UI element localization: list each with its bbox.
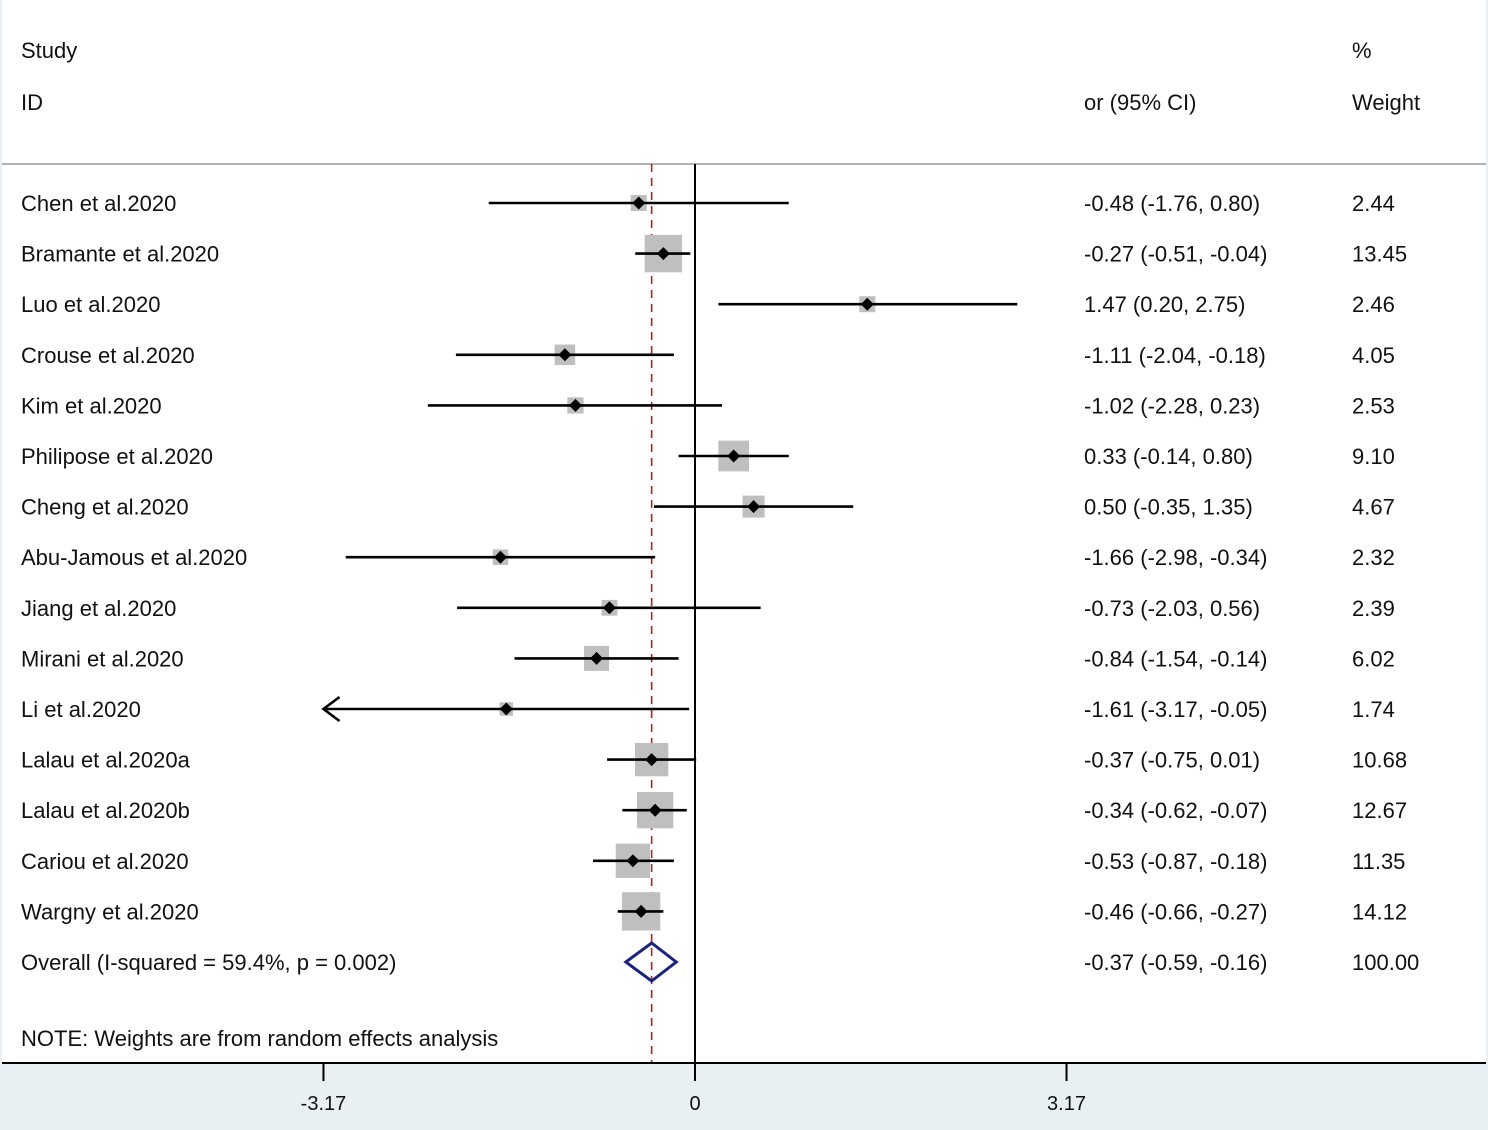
overall-ci: -0.37 (-0.59, -0.16) (1084, 950, 1267, 975)
study-ci: -0.27 (-0.51, -0.04) (1084, 242, 1267, 267)
study-id: Crouse et al.2020 (21, 343, 195, 368)
study-weight: 2.32 (1352, 545, 1395, 570)
header-percent: % (1352, 38, 1372, 63)
study-row: Crouse et al.2020 -1.11 (-2.04, -0.18) 4.0… (21, 343, 1395, 368)
point-estimate (860, 297, 874, 311)
header: Study ID or (95% CI) % Weight (21, 38, 1420, 115)
point-estimate (656, 247, 670, 261)
footnote: NOTE: Weights are from random effects an… (21, 1026, 498, 1051)
study-row: Lalau et al.2020a -0.37 (-0.75, 0.01) 10.6… (21, 742, 1407, 777)
study-id: Cheng et al.2020 (21, 495, 189, 520)
x-axis: -3.17 0 3.17 (2, 1062, 1486, 1115)
study-id: Luo et al.2020 (21, 292, 160, 317)
study-row: Cheng et al.2020 0.50 (-0.35, 1.35) 4.67 (21, 495, 1395, 520)
study-ci: -0.34 (-0.62, -0.07) (1084, 798, 1267, 823)
study-ci: -1.66 (-2.98, -0.34) (1084, 545, 1267, 570)
point-estimate (634, 904, 648, 918)
study-row: Abu-Jamous et al.2020 -1.66 (-2.98, -0.34… (21, 545, 1395, 570)
study-weight: 2.53 (1352, 393, 1395, 418)
study-ci: -0.73 (-2.03, 0.56) (1084, 596, 1260, 621)
study-id: Jiang et al.2020 (21, 596, 176, 621)
overall-label: Overall (I-squared = 59.4%, p = 0.002) (21, 950, 396, 975)
study-id: Lalau et al.2020b (21, 798, 190, 823)
point-estimate (648, 803, 662, 817)
point-estimate (590, 651, 604, 665)
study-row: Philipose et al.2020 0.33 (-0.14, 0.80) 9.… (21, 440, 1395, 472)
study-weight: 1.74 (1352, 697, 1395, 722)
study-id: Kim et al.2020 (21, 393, 162, 418)
ci-truncation-arrow (321, 695, 341, 723)
study-row: Chen et al.2020 -0.48 (-1.76, 0.80) 2.44 (21, 191, 1395, 216)
study-id: Mirani et al.2020 (21, 646, 184, 671)
point-estimate (499, 702, 513, 716)
axis-tick-label: 0 (689, 1093, 700, 1115)
study-row: Cariou et al.2020 -0.53 (-0.87, -0.18) 11.… (21, 843, 1405, 878)
study-ci: -0.46 (-0.66, -0.27) (1084, 899, 1267, 924)
study-ci: -0.84 (-1.54, -0.14) (1084, 646, 1267, 671)
study-weight: 6.02 (1352, 646, 1395, 671)
study-weight: 4.05 (1352, 343, 1395, 368)
study-weight: 4.67 (1352, 495, 1395, 520)
point-estimate (568, 398, 582, 412)
study-row: Mirani et al.2020 -0.84 (-1.54, -0.14) 6.0… (21, 645, 1395, 671)
study-ci: -1.11 (-2.04, -0.18) (1084, 343, 1266, 368)
study-ci: -0.48 (-1.76, 0.80) (1084, 191, 1260, 216)
point-estimate (727, 449, 741, 463)
study-ci: 0.33 (-0.14, 0.80) (1084, 444, 1253, 469)
header-id: ID (21, 90, 43, 115)
point-estimate (602, 601, 616, 615)
study-weight: 14.12 (1352, 899, 1407, 924)
study-id: Wargny et al.2020 (21, 899, 199, 924)
overall-weight: 100.00 (1352, 950, 1419, 975)
study-id: Lalau et al.2020a (21, 748, 191, 773)
study-row: Jiang et al.2020 -0.73 (-2.03, 0.56) 2.39 (21, 596, 1395, 621)
overall-row: Overall (I-squared = 59.4%, p = 0.002) -0… (21, 941, 1419, 983)
study-rows: Chen et al.2020 -0.48 (-1.76, 0.80) 2.44 Br… (21, 191, 1407, 931)
header-weight: Weight (1352, 90, 1420, 115)
study-weight: 9.10 (1352, 444, 1395, 469)
study-weight: 2.46 (1352, 292, 1395, 317)
study-row: Lalau et al.2020b -0.34 (-0.62, -0.07) 12.… (21, 792, 1407, 829)
study-ci: -0.37 (-0.75, 0.01) (1084, 748, 1260, 773)
study-ci: -0.53 (-0.87, -0.18) (1084, 849, 1267, 874)
point-estimate (632, 196, 646, 210)
study-ci: -1.02 (-2.28, 0.23) (1084, 393, 1260, 418)
study-weight: 2.44 (1352, 191, 1395, 216)
study-weight: 13.45 (1352, 242, 1407, 267)
study-weight: 11.35 (1352, 849, 1405, 874)
point-estimate (747, 500, 761, 514)
study-row: Luo et al.2020 1.47 (0.20, 2.75) 2.46 (21, 292, 1395, 317)
header-study: Study (21, 38, 77, 63)
study-ci: 0.50 (-0.35, 1.35) (1084, 495, 1253, 520)
axis-tick-label: 3.17 (1047, 1093, 1086, 1115)
study-row: Li et al.2020 -1.61 (-3.17, -0.05) 1.74 (21, 695, 1395, 723)
axis-tick-label: -3.17 (301, 1093, 347, 1115)
study-row: Bramante et al.2020 -0.27 (-0.51, -0.04) 1… (21, 234, 1407, 273)
study-row: Wargny et al.2020 -0.46 (-0.66, -0.27) 14.… (21, 892, 1407, 931)
study-id: Chen et al.2020 (21, 191, 176, 216)
study-weight: 12.67 (1352, 798, 1407, 823)
study-row: Kim et al.2020 -1.02 (-2.28, 0.23) 2.53 (21, 393, 1395, 418)
study-id: Cariou et al.2020 (21, 849, 189, 874)
study-weight: 10.68 (1352, 748, 1407, 773)
study-id: Bramante et al.2020 (21, 242, 219, 267)
header-ci: or (95% CI) (1084, 90, 1196, 115)
study-id: Li et al.2020 (21, 697, 141, 722)
study-weight: 2.39 (1352, 596, 1395, 621)
study-ci: -1.61 (-3.17, -0.05) (1084, 697, 1267, 722)
study-id: Philipose et al.2020 (21, 444, 213, 469)
overall-diamond (623, 941, 679, 983)
point-estimate (558, 348, 572, 362)
plot-panel (2, 0, 1486, 1063)
point-estimate (626, 854, 640, 868)
study-ci: 1.47 (0.20, 2.75) (1084, 292, 1245, 317)
point-estimate (645, 753, 659, 767)
study-id: Abu-Jamous et al.2020 (21, 545, 247, 570)
point-estimate (493, 550, 507, 564)
